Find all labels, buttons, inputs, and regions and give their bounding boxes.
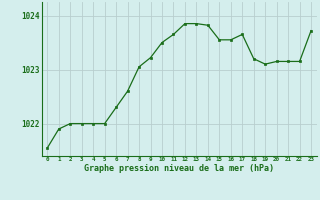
X-axis label: Graphe pression niveau de la mer (hPa): Graphe pression niveau de la mer (hPa) bbox=[84, 164, 274, 173]
